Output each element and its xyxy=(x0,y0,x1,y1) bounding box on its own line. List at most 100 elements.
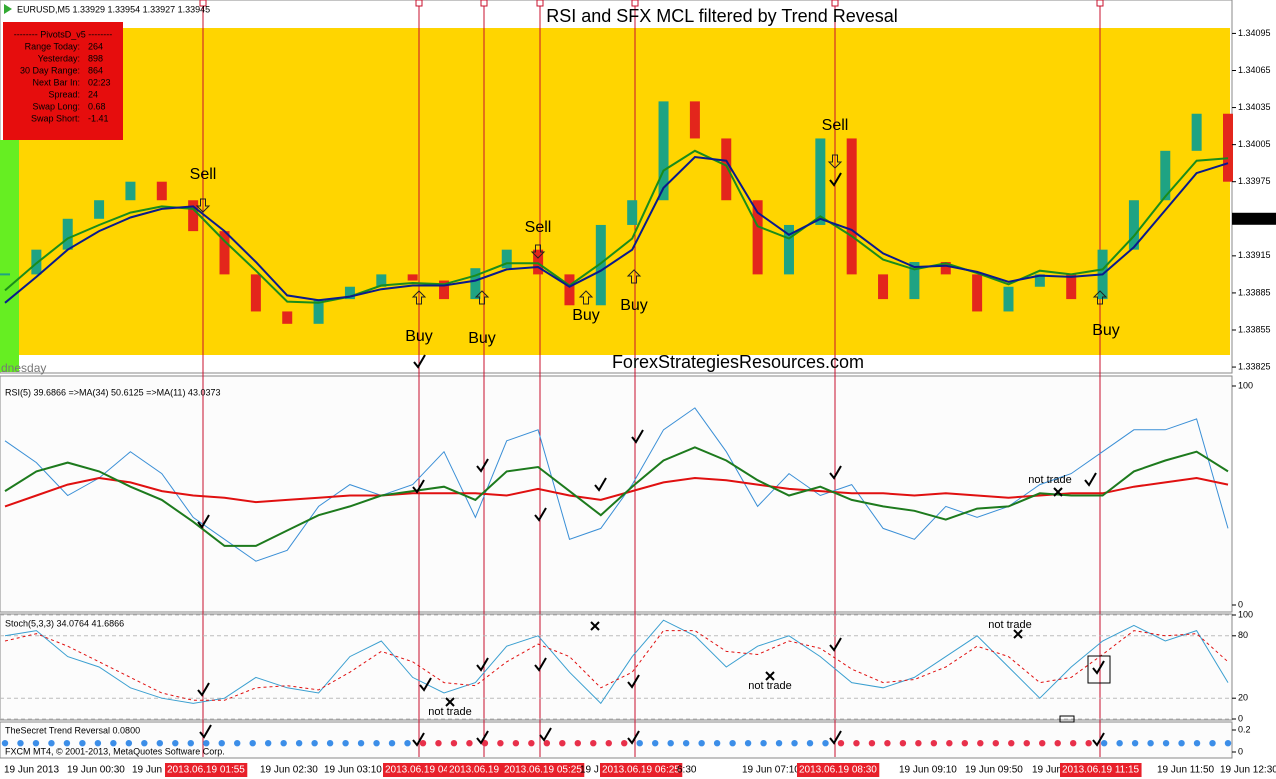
check-mark xyxy=(412,732,425,747)
check-mark xyxy=(476,657,489,672)
time-label-group: 6:30 xyxy=(677,765,697,776)
y-tick-label: 1.33825 xyxy=(1238,361,1271,371)
cross-mark xyxy=(765,671,775,681)
check-mark xyxy=(199,724,212,739)
signal-dot xyxy=(899,740,907,747)
check-mark xyxy=(1084,472,1097,487)
candle xyxy=(470,268,481,300)
signal-dot xyxy=(1162,740,1170,747)
x-tick-highlight xyxy=(383,763,452,777)
candle xyxy=(156,181,167,201)
x-tick-label: 6:30 xyxy=(677,765,697,776)
time-label-group: 19 Jun 09:50 xyxy=(965,765,1023,776)
signal-dot xyxy=(667,740,674,747)
candle xyxy=(313,299,324,324)
signal-arrow xyxy=(1092,290,1108,305)
signal-dot xyxy=(1131,740,1139,747)
check-mark xyxy=(631,429,644,444)
signal-dot xyxy=(1193,740,1201,747)
signal-dot xyxy=(868,740,876,747)
signal-dot xyxy=(141,740,148,747)
signal-marker xyxy=(1096,0,1104,7)
y-tick-label: 0 xyxy=(1238,746,1243,756)
check-mark xyxy=(476,458,489,473)
candle xyxy=(689,101,700,139)
signal-dot xyxy=(946,740,953,747)
x-tick-highlight xyxy=(600,763,683,777)
candle xyxy=(533,249,544,275)
time-label-group: 2013.06.19 08:30 xyxy=(797,763,880,777)
time-label-group: 19 J xyxy=(580,765,599,776)
signal-dot xyxy=(373,740,380,747)
pivot-zone xyxy=(19,28,1230,355)
x-tick-highlight xyxy=(165,763,248,777)
signal-dot xyxy=(977,740,984,747)
signal-marker xyxy=(199,0,207,7)
signal-dot xyxy=(1069,740,1077,747)
signal-dot xyxy=(1,740,9,747)
candle xyxy=(627,200,638,225)
candle xyxy=(1128,200,1139,250)
signal-annotation: Sell xyxy=(822,117,849,134)
signal-dot xyxy=(63,740,71,747)
day-label: dnesday xyxy=(1,361,46,375)
signal-dot xyxy=(682,740,690,747)
indicator-line xyxy=(4,630,1229,701)
signal-dot xyxy=(326,740,334,747)
current-price-box xyxy=(1232,212,1276,225)
candle xyxy=(564,274,575,306)
check-mark xyxy=(197,514,210,529)
signal-dot xyxy=(481,740,489,747)
x-tick-label: 2013.06.19 04 xyxy=(385,765,449,776)
check-mark xyxy=(627,674,640,689)
y-tick-label: 1.33975 xyxy=(1238,176,1271,186)
time-label-group: 2013.06.19 11:15 xyxy=(1060,763,1142,777)
candle xyxy=(125,181,136,201)
indicator-line xyxy=(4,476,1229,508)
info-value: 898 xyxy=(88,53,103,63)
signal-dot xyxy=(203,740,210,747)
y-tick-label: 1.34095 xyxy=(1238,28,1271,38)
signal-arrow xyxy=(827,154,843,169)
candle xyxy=(439,280,450,300)
x-tick-label: 19 Jun 12:30 xyxy=(1220,765,1276,776)
signal-dot xyxy=(930,740,938,747)
candle xyxy=(846,138,857,275)
signal-dot xyxy=(125,740,133,747)
signal-dot xyxy=(187,740,194,747)
time-label-group: 2013.06.19 06:25 xyxy=(600,763,683,777)
symbol-icon xyxy=(4,4,12,14)
signal-annotation: Buy xyxy=(468,330,496,347)
chart-title: RSI and SFX MCL filtered by Trend Revesa… xyxy=(546,6,897,26)
signal-dot xyxy=(234,740,241,747)
signal-dot xyxy=(992,740,999,747)
signal-dot xyxy=(512,740,520,747)
signal-marker xyxy=(415,0,423,7)
signal-dot xyxy=(605,740,612,747)
time-label-group: 19 Jun 2013 xyxy=(4,765,59,776)
candle xyxy=(1223,113,1233,182)
check-mark xyxy=(413,354,426,369)
signal-annotation: Buy xyxy=(572,307,600,324)
candle xyxy=(783,224,794,275)
signal-dot xyxy=(961,740,969,747)
check-mark xyxy=(419,677,432,692)
signal-dot xyxy=(295,740,303,747)
signal-dot xyxy=(744,740,752,747)
moving-average-line xyxy=(4,149,1229,304)
signal-arrow xyxy=(411,290,427,305)
signal-dot xyxy=(1039,740,1046,747)
y-tick-label: 0 xyxy=(1238,713,1243,723)
signal-dot xyxy=(1209,740,1216,747)
watermark: ForexStrategiesResources.com xyxy=(612,352,864,372)
info-box xyxy=(3,22,123,140)
candle xyxy=(1160,150,1171,201)
signal-dot xyxy=(822,740,829,747)
signal-dot xyxy=(435,740,442,747)
signal-dot xyxy=(853,740,860,747)
info-value: 264 xyxy=(88,41,103,51)
check-mark xyxy=(1092,660,1105,675)
info-value: -1.41 xyxy=(88,113,109,123)
candle xyxy=(1034,274,1045,287)
